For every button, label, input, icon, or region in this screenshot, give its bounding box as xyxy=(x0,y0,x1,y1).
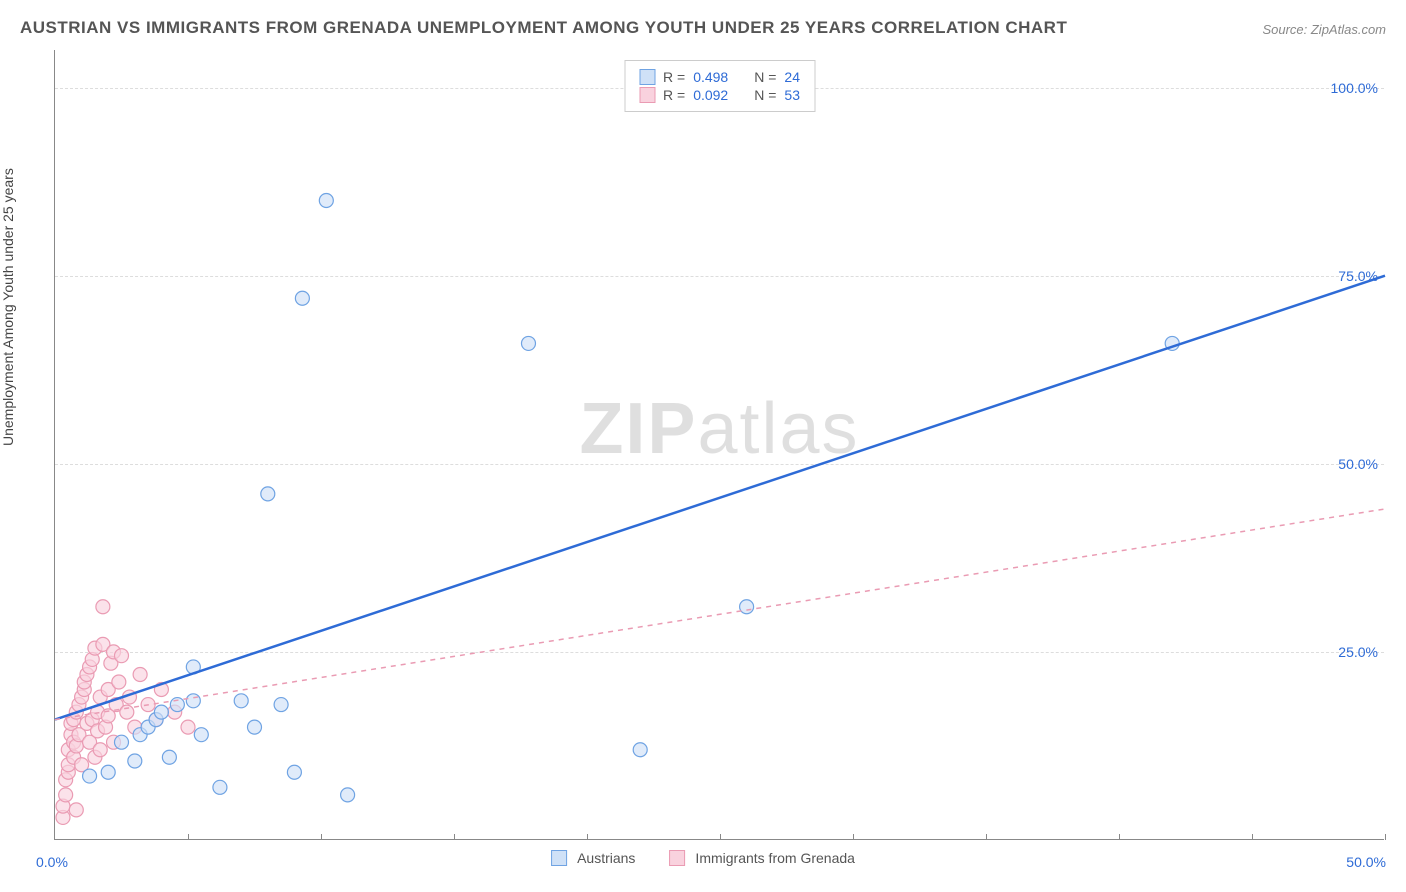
legend-series: Austrians Immigrants from Grenada xyxy=(551,850,855,866)
n-value-b: 53 xyxy=(784,87,800,103)
legend-stats-row-b: R = 0.092 N = 53 xyxy=(639,87,800,103)
source-label: Source: ZipAtlas.com xyxy=(1262,22,1386,37)
legend-stats: R = 0.498 N = 24 R = 0.092 N = 53 xyxy=(624,60,815,112)
n-value-a: 24 xyxy=(784,69,800,85)
x-origin-label: 0.0% xyxy=(36,854,68,870)
legend-stats-row-a: R = 0.498 N = 24 xyxy=(639,69,800,85)
legend-bottom-label-b: Immigrants from Grenada xyxy=(695,850,855,866)
r-value-b: 0.092 xyxy=(693,87,728,103)
r-value-a: 0.498 xyxy=(693,69,728,85)
r-label: R = xyxy=(663,69,685,85)
plot-area: ZIPatlas 25.0%50.0%75.0%100.0% R = 0.498… xyxy=(54,50,1384,840)
legend-swatch-a xyxy=(639,69,655,85)
chart-svg xyxy=(55,50,1384,839)
r-label: R = xyxy=(663,87,685,103)
y-axis-label: Unemployment Among Youth under 25 years xyxy=(0,168,16,446)
n-label: N = xyxy=(754,69,776,85)
legend-bottom-swatch-a xyxy=(551,850,567,866)
legend-swatch-b xyxy=(639,87,655,103)
legend-bottom-swatch-b xyxy=(669,850,685,866)
x-max-label: 50.0% xyxy=(1346,854,1386,870)
legend-bottom-label-a: Austrians xyxy=(577,850,635,866)
chart-title: AUSTRIAN VS IMMIGRANTS FROM GRENADA UNEM… xyxy=(20,18,1067,38)
n-label: N = xyxy=(754,87,776,103)
